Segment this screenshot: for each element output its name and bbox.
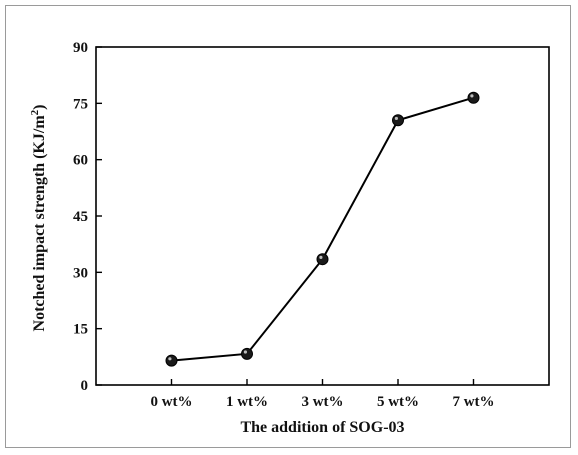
plot-area (95, 46, 550, 386)
y-tick-label: 15 (73, 322, 88, 338)
y-tick-label: 60 (73, 153, 88, 169)
x-tick-label: 0 wt% (150, 394, 192, 410)
y-axis-title-main: Notched impact strength (KJ/m (31, 115, 48, 332)
data-point (316, 253, 329, 266)
x-axis: 0 wt% 1 wt% 3 wt% 5 wt% 7 wt% (150, 379, 495, 410)
data-point (467, 91, 480, 104)
y-axis-title-superscript: 2 (29, 109, 41, 115)
y-tick-label: 45 (73, 209, 88, 225)
data-point-highlight (243, 350, 247, 354)
data-point-highlight (168, 357, 172, 361)
y-tick-label: 75 (73, 96, 88, 112)
x-tick-label: 1 wt% (226, 394, 268, 410)
y-tick-label: 90 (73, 40, 88, 56)
data-point (241, 347, 253, 360)
data-points (165, 91, 480, 367)
y-axis: 0 15 30 45 60 75 90 (73, 40, 102, 394)
data-point (165, 354, 178, 367)
data-point-highlight (394, 116, 398, 121)
x-tick-label: 3 wt% (301, 394, 343, 410)
x-tick-label: 5 wt% (377, 394, 419, 410)
y-axis-title-close: ) (31, 105, 48, 110)
data-point-highlight (319, 255, 323, 259)
data-point-highlight (470, 94, 474, 98)
y-axis-title: Notched impact strength (KJ/m2) (29, 105, 48, 332)
x-tick-label: 7 wt% (452, 394, 494, 410)
x-axis-title: The addition of SOG-03 (240, 419, 404, 436)
y-tick-label: 0 (81, 378, 89, 394)
data-point (392, 114, 404, 127)
y-tick-label: 30 (73, 265, 88, 281)
